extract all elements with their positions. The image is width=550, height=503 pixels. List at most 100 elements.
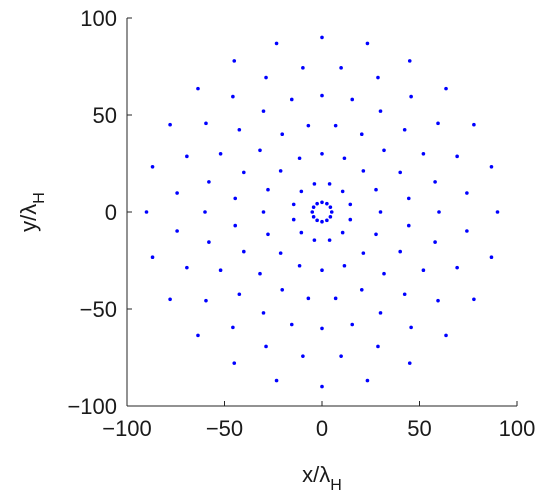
point — [402, 127, 407, 132]
point — [455, 265, 459, 270]
point — [378, 311, 383, 315]
point — [406, 196, 411, 201]
point — [218, 152, 223, 156]
point — [274, 41, 279, 46]
point — [204, 121, 208, 126]
point — [320, 152, 324, 156]
point — [325, 218, 329, 223]
point — [402, 292, 407, 297]
point — [207, 180, 211, 184]
point — [280, 132, 285, 137]
point — [376, 75, 380, 80]
point — [168, 122, 172, 127]
x-label-sub: H — [330, 477, 342, 494]
point — [320, 326, 324, 331]
point — [433, 180, 437, 184]
point — [274, 378, 279, 383]
point — [333, 123, 338, 128]
point — [398, 170, 402, 175]
point — [301, 66, 305, 70]
point — [348, 202, 353, 207]
point — [203, 210, 207, 214]
point — [433, 240, 437, 244]
point — [231, 94, 235, 99]
point — [312, 238, 317, 242]
point — [361, 251, 366, 255]
point — [374, 232, 378, 237]
y-tick-label: −50 — [80, 297, 117, 322]
point — [280, 287, 285, 292]
point — [489, 255, 494, 260]
point — [350, 97, 355, 102]
x-tick-label: −100 — [102, 416, 152, 441]
point — [339, 354, 343, 358]
point — [472, 297, 476, 302]
point — [315, 218, 319, 223]
point — [310, 210, 315, 214]
point — [266, 232, 270, 237]
point — [436, 121, 440, 126]
point — [320, 35, 324, 40]
point — [329, 210, 334, 214]
point — [207, 240, 211, 244]
point — [421, 268, 426, 273]
point — [340, 189, 345, 194]
point — [312, 182, 317, 186]
point — [436, 298, 440, 303]
point — [278, 169, 283, 173]
point — [233, 196, 238, 201]
point — [237, 127, 242, 132]
point — [444, 86, 448, 91]
x-tick-label: 0 — [316, 416, 328, 441]
point — [299, 189, 304, 194]
point — [150, 164, 155, 169]
point — [407, 361, 412, 365]
y-tick-label: 50 — [93, 103, 117, 128]
point — [218, 268, 223, 273]
point — [196, 86, 200, 91]
point — [168, 297, 172, 302]
point — [409, 94, 413, 99]
point — [455, 154, 459, 159]
point — [339, 66, 343, 70]
y-tick-label: 100 — [80, 6, 117, 31]
point — [301, 354, 305, 358]
point — [327, 238, 332, 242]
point — [465, 229, 469, 233]
point — [348, 217, 353, 222]
point — [258, 148, 262, 153]
point — [232, 361, 237, 365]
point — [328, 205, 333, 209]
point — [289, 322, 294, 327]
y-label-main: y/λ — [16, 204, 41, 232]
point — [264, 75, 268, 80]
point — [175, 191, 179, 195]
point — [472, 122, 476, 127]
point — [320, 200, 324, 205]
point — [320, 219, 324, 224]
point — [333, 296, 338, 301]
point — [328, 215, 333, 219]
point — [297, 263, 302, 268]
point — [311, 205, 316, 209]
point — [261, 109, 266, 113]
x-label-main: x/λ — [302, 462, 330, 487]
point — [342, 263, 347, 268]
point — [342, 156, 347, 161]
point — [242, 249, 246, 254]
point — [437, 210, 441, 214]
point — [406, 223, 411, 228]
point — [258, 271, 262, 276]
point — [350, 322, 355, 327]
point — [374, 187, 378, 192]
point — [231, 325, 235, 330]
point — [409, 325, 413, 330]
point — [175, 229, 179, 233]
point — [291, 202, 296, 207]
point — [204, 298, 208, 303]
point — [320, 93, 324, 98]
x-axis-label: x/λH — [302, 462, 342, 494]
point — [489, 164, 494, 169]
point — [327, 182, 332, 186]
point — [365, 41, 370, 46]
